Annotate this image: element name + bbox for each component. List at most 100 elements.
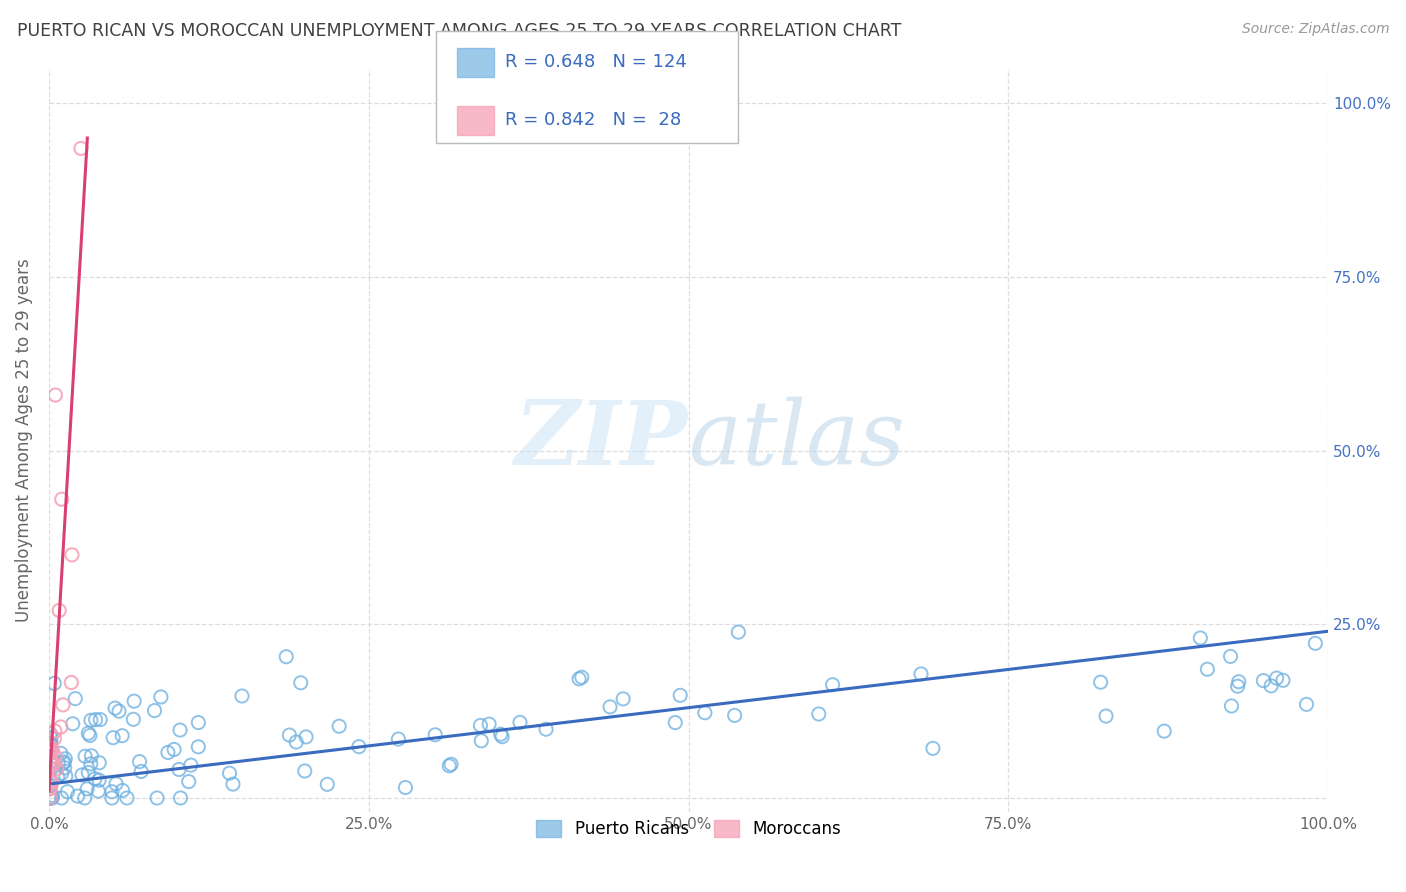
Point bbox=[122, 712, 145, 726]
Point bbox=[910, 667, 932, 681]
Point bbox=[39, 774, 62, 789]
Point bbox=[187, 715, 209, 730]
Point bbox=[489, 727, 512, 741]
Point bbox=[41, 776, 63, 790]
Point bbox=[39, 773, 62, 788]
Point bbox=[807, 706, 830, 721]
Point bbox=[80, 713, 103, 727]
Point bbox=[347, 739, 370, 754]
Point bbox=[146, 791, 169, 805]
Point bbox=[55, 769, 77, 783]
Point bbox=[66, 789, 89, 803]
Point bbox=[46, 770, 69, 784]
Point bbox=[39, 754, 62, 768]
Point bbox=[39, 756, 62, 770]
Point bbox=[49, 747, 72, 761]
Point bbox=[1189, 631, 1212, 645]
Point bbox=[478, 717, 501, 731]
Point bbox=[52, 698, 75, 712]
Point bbox=[39, 791, 62, 805]
Point bbox=[73, 791, 96, 805]
Point bbox=[128, 755, 150, 769]
Point bbox=[509, 715, 531, 730]
Point bbox=[821, 678, 844, 692]
Point bbox=[44, 724, 66, 739]
Point bbox=[163, 742, 186, 756]
Point bbox=[53, 761, 76, 775]
Point bbox=[568, 672, 591, 686]
Point bbox=[1153, 724, 1175, 739]
Point bbox=[104, 701, 127, 715]
Point bbox=[42, 756, 65, 771]
Point bbox=[129, 764, 152, 779]
Point bbox=[1219, 649, 1241, 664]
Point bbox=[39, 778, 62, 792]
Point bbox=[1227, 674, 1250, 689]
Point bbox=[1260, 679, 1282, 693]
Text: PUERTO RICAN VS MOROCCAN UNEMPLOYMENT AMONG AGES 25 TO 29 YEARS CORRELATION CHAR: PUERTO RICAN VS MOROCCAN UNEMPLOYMENT AM… bbox=[17, 22, 901, 40]
Point bbox=[39, 781, 62, 796]
Point bbox=[470, 718, 492, 732]
Point bbox=[180, 758, 202, 772]
Point bbox=[42, 758, 65, 772]
Point bbox=[1095, 709, 1118, 723]
Point bbox=[1226, 679, 1249, 693]
Point bbox=[612, 692, 634, 706]
Point bbox=[394, 780, 416, 795]
Point bbox=[231, 689, 253, 703]
Point bbox=[664, 715, 686, 730]
Y-axis label: Unemployment Among Ages 25 to 29 years: Unemployment Among Ages 25 to 29 years bbox=[15, 259, 32, 622]
Point bbox=[49, 720, 72, 734]
Point bbox=[84, 772, 107, 786]
Point bbox=[39, 737, 62, 751]
Point bbox=[39, 726, 62, 740]
Point bbox=[1220, 698, 1243, 713]
Point bbox=[294, 764, 316, 778]
Point bbox=[693, 706, 716, 720]
Point bbox=[669, 688, 692, 702]
Point bbox=[38, 774, 60, 789]
Point bbox=[38, 745, 60, 759]
Point bbox=[218, 766, 240, 780]
Point bbox=[41, 789, 63, 803]
Point bbox=[39, 762, 62, 776]
Point bbox=[39, 739, 62, 753]
Point bbox=[70, 768, 93, 782]
Point bbox=[101, 731, 124, 745]
Point bbox=[38, 781, 60, 796]
Text: Source: ZipAtlas.com: Source: ZipAtlas.com bbox=[1241, 22, 1389, 37]
Point bbox=[439, 759, 461, 773]
Point bbox=[1253, 673, 1275, 688]
Point bbox=[80, 756, 103, 771]
Point bbox=[1090, 675, 1112, 690]
Text: ZIP: ZIP bbox=[515, 397, 689, 483]
Point bbox=[1295, 698, 1317, 712]
Point bbox=[169, 723, 191, 737]
Point bbox=[51, 492, 73, 507]
Point bbox=[105, 777, 128, 791]
Point bbox=[84, 713, 107, 727]
Point bbox=[39, 791, 62, 805]
Point bbox=[62, 716, 84, 731]
Point bbox=[60, 675, 83, 690]
Point bbox=[727, 625, 749, 640]
Point bbox=[149, 690, 172, 704]
Point bbox=[87, 784, 110, 798]
Text: R = 0.842   N =  28: R = 0.842 N = 28 bbox=[505, 112, 681, 129]
Point bbox=[222, 777, 245, 791]
Point bbox=[39, 745, 62, 759]
Point bbox=[60, 548, 83, 562]
Point bbox=[41, 744, 63, 758]
Point bbox=[76, 781, 98, 796]
Point bbox=[122, 694, 145, 708]
Point bbox=[328, 719, 350, 733]
Point bbox=[87, 773, 110, 788]
Point bbox=[41, 756, 63, 770]
Point bbox=[44, 749, 66, 764]
Point bbox=[278, 728, 301, 742]
Point bbox=[177, 774, 200, 789]
Point bbox=[1197, 662, 1219, 676]
Point bbox=[44, 731, 66, 746]
Point bbox=[70, 141, 93, 155]
Point bbox=[39, 780, 62, 795]
